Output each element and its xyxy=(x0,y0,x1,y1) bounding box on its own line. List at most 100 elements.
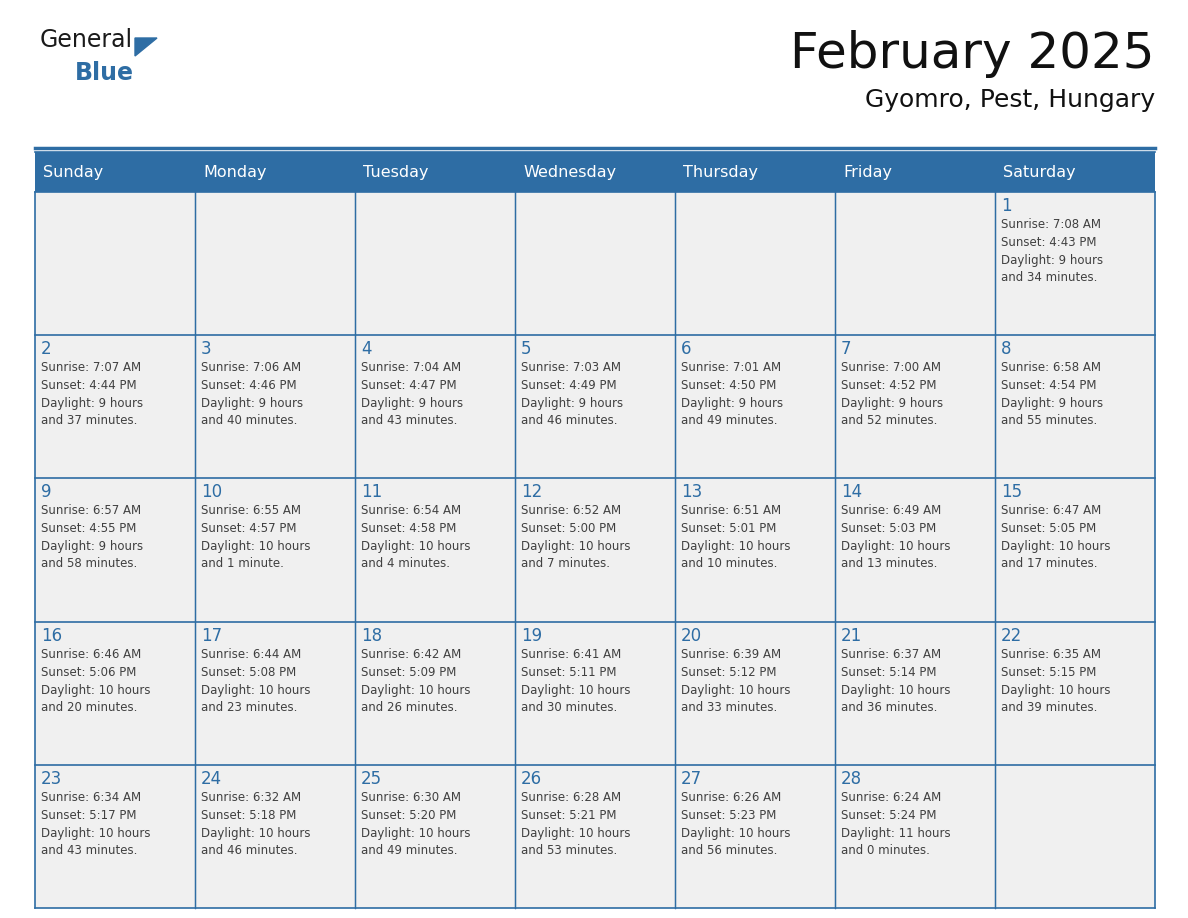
Text: Sunset: 4:43 PM: Sunset: 4:43 PM xyxy=(1001,236,1097,249)
Text: Sunset: 5:12 PM: Sunset: 5:12 PM xyxy=(681,666,777,678)
Text: 3: 3 xyxy=(201,341,211,358)
Text: Sunrise: 6:30 AM: Sunrise: 6:30 AM xyxy=(361,790,461,804)
Text: Sunset: 4:44 PM: Sunset: 4:44 PM xyxy=(42,379,137,392)
Text: 17: 17 xyxy=(201,627,222,644)
Text: 21: 21 xyxy=(841,627,862,644)
Text: 5: 5 xyxy=(522,341,531,358)
Bar xyxy=(835,335,996,478)
Text: Sunset: 5:15 PM: Sunset: 5:15 PM xyxy=(1001,666,1097,678)
Text: Sunset: 5:09 PM: Sunset: 5:09 PM xyxy=(361,666,456,678)
Bar xyxy=(996,335,1155,478)
Text: Gyomro, Pest, Hungary: Gyomro, Pest, Hungary xyxy=(865,88,1155,112)
Text: Sunrise: 6:49 AM: Sunrise: 6:49 AM xyxy=(841,504,941,518)
Bar xyxy=(675,621,835,765)
Text: 19: 19 xyxy=(522,627,542,644)
Text: Daylight: 9 hours
and 58 minutes.: Daylight: 9 hours and 58 minutes. xyxy=(42,541,143,570)
Bar xyxy=(516,335,675,478)
Text: 6: 6 xyxy=(681,341,691,358)
Text: Sunrise: 6:26 AM: Sunrise: 6:26 AM xyxy=(681,790,782,804)
Text: Sunday: Sunday xyxy=(43,164,103,180)
Bar xyxy=(835,478,996,621)
Bar xyxy=(996,621,1155,765)
Text: Sunset: 5:00 PM: Sunset: 5:00 PM xyxy=(522,522,617,535)
Text: Wednesday: Wednesday xyxy=(523,164,617,180)
Text: Sunset: 5:23 PM: Sunset: 5:23 PM xyxy=(681,809,777,822)
Text: Daylight: 10 hours
and 23 minutes.: Daylight: 10 hours and 23 minutes. xyxy=(201,684,310,713)
Text: Daylight: 10 hours
and 39 minutes.: Daylight: 10 hours and 39 minutes. xyxy=(1001,684,1111,713)
Bar xyxy=(835,192,996,335)
Bar xyxy=(355,478,516,621)
Bar xyxy=(34,621,195,765)
Text: Daylight: 10 hours
and 49 minutes.: Daylight: 10 hours and 49 minutes. xyxy=(361,827,470,856)
Text: Sunset: 5:14 PM: Sunset: 5:14 PM xyxy=(841,666,936,678)
Text: Daylight: 10 hours
and 13 minutes.: Daylight: 10 hours and 13 minutes. xyxy=(841,541,950,570)
Text: Sunset: 5:11 PM: Sunset: 5:11 PM xyxy=(522,666,617,678)
Bar xyxy=(34,152,1155,192)
Bar xyxy=(675,335,835,478)
Text: 20: 20 xyxy=(681,627,702,644)
Text: 9: 9 xyxy=(42,484,51,501)
Bar xyxy=(195,192,355,335)
Text: 27: 27 xyxy=(681,770,702,788)
Text: 23: 23 xyxy=(42,770,62,788)
Bar xyxy=(996,478,1155,621)
Text: Sunset: 4:55 PM: Sunset: 4:55 PM xyxy=(42,522,137,535)
Text: Sunset: 5:17 PM: Sunset: 5:17 PM xyxy=(42,809,137,822)
Text: Sunset: 5:01 PM: Sunset: 5:01 PM xyxy=(681,522,777,535)
Text: Sunrise: 6:39 AM: Sunrise: 6:39 AM xyxy=(681,647,782,661)
Bar xyxy=(355,335,516,478)
Text: Sunrise: 6:55 AM: Sunrise: 6:55 AM xyxy=(201,504,301,518)
Bar xyxy=(516,192,675,335)
Text: 12: 12 xyxy=(522,484,542,501)
Text: Sunrise: 6:57 AM: Sunrise: 6:57 AM xyxy=(42,504,141,518)
Text: General: General xyxy=(40,28,133,52)
Text: Sunrise: 6:44 AM: Sunrise: 6:44 AM xyxy=(201,647,302,661)
Text: Blue: Blue xyxy=(75,61,134,85)
Text: Saturday: Saturday xyxy=(1003,164,1075,180)
Bar xyxy=(195,335,355,478)
Text: Daylight: 10 hours
and 7 minutes.: Daylight: 10 hours and 7 minutes. xyxy=(522,541,631,570)
Text: 15: 15 xyxy=(1001,484,1022,501)
Text: Sunset: 5:18 PM: Sunset: 5:18 PM xyxy=(201,809,296,822)
Bar xyxy=(355,621,516,765)
Text: Sunrise: 6:24 AM: Sunrise: 6:24 AM xyxy=(841,790,941,804)
Text: Sunrise: 7:06 AM: Sunrise: 7:06 AM xyxy=(201,361,301,375)
Text: Daylight: 9 hours
and 49 minutes.: Daylight: 9 hours and 49 minutes. xyxy=(681,397,783,427)
Bar xyxy=(835,621,996,765)
Text: 1: 1 xyxy=(1001,197,1012,215)
Bar xyxy=(516,478,675,621)
Bar xyxy=(34,765,195,908)
Bar xyxy=(516,765,675,908)
Text: Sunset: 4:49 PM: Sunset: 4:49 PM xyxy=(522,379,617,392)
Text: Sunset: 4:54 PM: Sunset: 4:54 PM xyxy=(1001,379,1097,392)
Text: Sunrise: 6:54 AM: Sunrise: 6:54 AM xyxy=(361,504,461,518)
Text: Sunrise: 6:42 AM: Sunrise: 6:42 AM xyxy=(361,647,461,661)
Text: Daylight: 10 hours
and 17 minutes.: Daylight: 10 hours and 17 minutes. xyxy=(1001,541,1111,570)
Text: Sunset: 4:50 PM: Sunset: 4:50 PM xyxy=(681,379,777,392)
Text: Sunset: 5:20 PM: Sunset: 5:20 PM xyxy=(361,809,456,822)
Bar xyxy=(675,478,835,621)
Text: 26: 26 xyxy=(522,770,542,788)
Text: 7: 7 xyxy=(841,341,852,358)
Text: Sunset: 5:08 PM: Sunset: 5:08 PM xyxy=(201,666,296,678)
Text: Daylight: 9 hours
and 52 minutes.: Daylight: 9 hours and 52 minutes. xyxy=(841,397,943,427)
Text: February 2025: February 2025 xyxy=(790,30,1155,78)
Text: 14: 14 xyxy=(841,484,862,501)
Text: Daylight: 9 hours
and 55 minutes.: Daylight: 9 hours and 55 minutes. xyxy=(1001,397,1104,427)
Text: 28: 28 xyxy=(841,770,862,788)
Text: Thursday: Thursday xyxy=(683,164,758,180)
Text: 2: 2 xyxy=(42,341,51,358)
Text: Sunrise: 6:34 AM: Sunrise: 6:34 AM xyxy=(42,790,141,804)
Bar xyxy=(516,621,675,765)
Text: 16: 16 xyxy=(42,627,62,644)
Text: Sunset: 5:24 PM: Sunset: 5:24 PM xyxy=(841,809,936,822)
Text: Sunset: 5:05 PM: Sunset: 5:05 PM xyxy=(1001,522,1097,535)
Bar xyxy=(34,335,195,478)
Text: Daylight: 10 hours
and 43 minutes.: Daylight: 10 hours and 43 minutes. xyxy=(42,827,151,856)
Text: Daylight: 10 hours
and 4 minutes.: Daylight: 10 hours and 4 minutes. xyxy=(361,541,470,570)
Text: Sunrise: 6:41 AM: Sunrise: 6:41 AM xyxy=(522,647,621,661)
Text: Sunrise: 7:03 AM: Sunrise: 7:03 AM xyxy=(522,361,621,375)
Text: Daylight: 9 hours
and 46 minutes.: Daylight: 9 hours and 46 minutes. xyxy=(522,397,624,427)
Text: Sunrise: 7:07 AM: Sunrise: 7:07 AM xyxy=(42,361,141,375)
Text: Daylight: 9 hours
and 34 minutes.: Daylight: 9 hours and 34 minutes. xyxy=(1001,254,1104,284)
